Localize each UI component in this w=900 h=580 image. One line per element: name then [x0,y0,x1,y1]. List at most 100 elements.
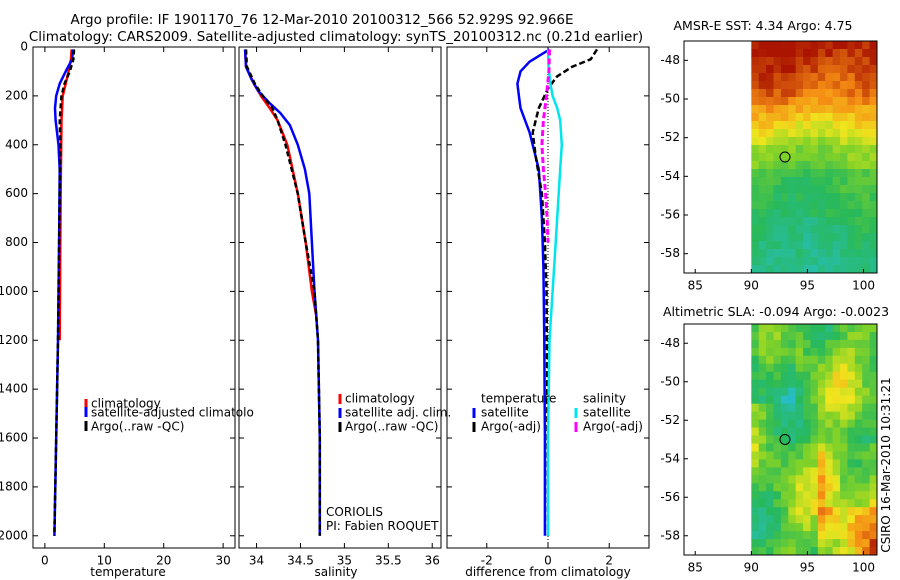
heatmap-cell [751,169,760,178]
heatmap-cell [832,241,841,250]
heatmap-cell [795,241,804,250]
heatmap-cell [766,531,775,540]
temperature-axes-frame [32,46,236,549]
heatmap-cell [788,483,797,492]
heatmap-cell [758,241,767,250]
heatmap-cell [810,515,819,524]
xtick-label: 20 [156,554,171,568]
heatmap-cell [810,121,819,130]
heatmap-cell [795,339,804,349]
pi-annotation: PI: Fabien ROQUET [326,519,439,533]
heatmap-cell [832,419,841,429]
heatmap-cell [795,169,804,178]
heatmap-cell [825,403,834,413]
heatmap-cell [773,483,782,492]
heatmap-cell [825,225,834,234]
heatmap-cell [862,153,871,162]
heatmap-cell [854,403,863,413]
heatmap-cell [803,363,812,373]
heatmap-cell [840,217,849,226]
heatmap-cell [780,411,789,421]
heatmap-cell [840,233,849,242]
heatmap-cell [817,57,826,66]
salinity-ticks: 34 34.5 35 35.5 36 [239,46,441,568]
salinity-panel: 34 34.5 35 35.5 36 salinity climatology sate… [238,46,451,579]
heatmap-cell [840,459,849,468]
heatmap-cell [773,459,782,468]
heatmap-cell [766,419,775,429]
heatmap-cell [817,169,826,178]
heatmap-cell [795,379,804,389]
heatmap-cell [773,427,782,437]
heatmap-cell [803,169,812,178]
heatmap-cell [788,371,797,381]
heatmap-cell [825,113,834,122]
heatmap-cell [751,339,760,349]
heatmap-cell [817,129,826,138]
heatmap-cell [862,49,871,58]
heatmap-cell [847,363,856,373]
heatmap-cell [840,249,849,258]
heatmap-cell [773,531,782,540]
heatmap-cell [862,547,871,555]
heatmap-cell [810,177,819,186]
heatmap-cell [840,201,849,210]
heatmap-cell [869,435,877,445]
heatmap-cell [803,499,812,508]
heatmap-cell [847,339,856,349]
heatmap-cell [862,491,871,500]
heatmap-cell [773,89,782,98]
heatmap-cell [825,491,834,500]
heatmap-cell [803,371,812,381]
heatmap-cell [766,363,775,373]
heatmap-cell [869,324,877,333]
heatmap-cell [817,324,826,333]
heatmap-cell [810,451,819,461]
heatmap-cell [862,387,871,397]
heatmap-cell [869,459,877,468]
heatmap-cell [795,201,804,210]
heatmap-cell [854,451,863,461]
heatmap-cell [795,209,804,218]
heatmap-cell [751,371,760,381]
heatmap-cell [758,233,767,242]
heatmap-cell [766,241,775,250]
diff-legend-label-temp-satellite: satellite [481,406,529,420]
heatmap-cell [825,145,834,154]
heatmap-cell [832,249,841,258]
heatmap-cell [817,475,826,484]
heatmap-cell [773,499,782,508]
heatmap-cell [751,121,760,130]
heatmap-cell [840,387,849,397]
heatmap-cell [862,467,871,476]
heatmap-cell [788,201,797,210]
heatmap-cell [751,331,760,341]
heatmap-cell [788,523,797,532]
sal-argo-diff-line [540,49,551,243]
heatmap-cell [795,185,804,194]
heatmap-cell [847,233,856,242]
sal-legend-label-satellite: satellite adj. clim. [345,406,451,420]
heatmap-cell [803,81,812,90]
heatmap-cell [832,507,841,516]
heatmap-cell [773,65,782,74]
heatmap-cell [803,411,812,421]
heatmap-cell [758,547,767,555]
heatmap-cell [751,185,760,194]
heatmap-cell [832,137,841,146]
heatmap-cell [773,435,782,445]
heatmap-cell [854,427,863,437]
heatmap-cell [840,185,849,194]
heatmap-cell [847,387,856,397]
heatmap-cell [832,161,841,170]
heatmap-cell [788,161,797,170]
heatmap-cell [847,523,856,532]
heatmap-cell [825,233,834,242]
heatmap-cell [840,451,849,461]
heatmap-cell [840,523,849,532]
heatmap-cell [840,113,849,122]
heatmap-cell [854,363,863,373]
heatmap-cell [788,193,797,202]
heatmap-cell [795,137,804,146]
heatmap-cell [780,451,789,461]
